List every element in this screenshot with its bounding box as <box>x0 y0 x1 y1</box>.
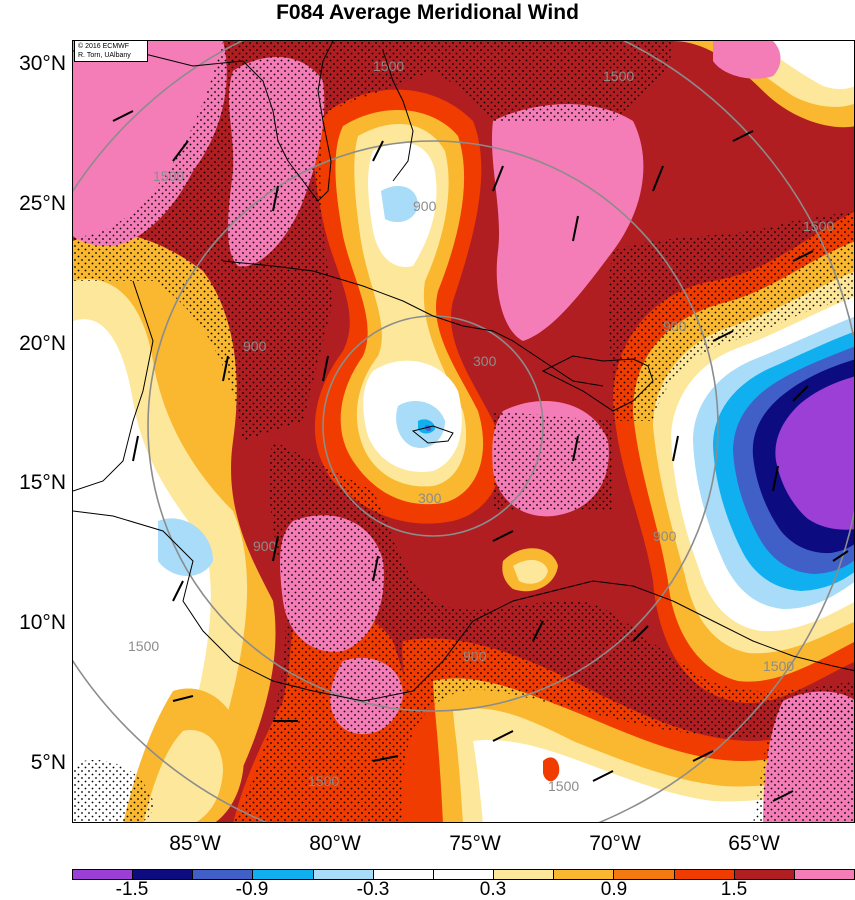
ring-label-900c: 900 <box>243 338 267 354</box>
lon-label-75w: 75°W <box>449 832 501 855</box>
colorbar-tick-0-9: 0.9 <box>600 879 628 900</box>
coastlines <box>73 41 854 702</box>
ring-label-900e: 900 <box>253 538 277 554</box>
lon-label-80w: 80°W <box>309 832 361 855</box>
ring-label-900f: 900 <box>463 648 487 664</box>
wind-barbs <box>112 110 849 802</box>
map-canvas: 300 300 900 900 900 900 900 900 1500 150… <box>73 41 854 822</box>
ring-label-900d: 900 <box>653 528 677 544</box>
colorbar-tick-neg0-9: -0.9 <box>235 879 269 900</box>
lat-label-25n: 25°N <box>19 192 66 215</box>
ring-label-1500c: 1500 <box>803 218 834 234</box>
ring-label-900b: 900 <box>663 318 687 334</box>
ring-label-1500a: 1500 <box>373 58 404 74</box>
colorbar-swatch-9 <box>614 870 675 879</box>
jamaica-coast <box>411 425 454 444</box>
ring-label-1500b: 1500 <box>603 68 634 84</box>
colorbar-swatch-0 <box>73 870 134 879</box>
colorbar-swatch-12 <box>794 870 855 879</box>
venezuela-coast <box>672 600 854 672</box>
colorbar-swatch-7 <box>494 870 555 879</box>
colorbar-tick-neg0-3: -0.3 <box>356 879 390 900</box>
central-america-coast <box>73 510 674 702</box>
map-title: F084 Average Meridional Wind <box>276 1 579 24</box>
lat-label-10n: 10°N <box>19 611 66 634</box>
copyright-line2: R. Torn, UAlbany <box>78 52 131 59</box>
colorbar-tick-1-5: 1.5 <box>720 879 748 900</box>
ring-label-900a: 900 <box>413 198 437 214</box>
ring-label-1500g: 1500 <box>308 773 339 789</box>
map-panel: 300 300 900 900 900 900 900 900 1500 150… <box>72 40 855 823</box>
colorbar-swatch-2 <box>193 870 254 879</box>
lat-label-15n: 15°N <box>19 471 66 494</box>
range-ring-900 <box>147 140 719 712</box>
colorbar-swatch-3 <box>253 870 314 879</box>
ring-label-1500f: 1500 <box>763 658 794 674</box>
colorbar-swatch-11 <box>734 870 795 879</box>
colorbar-swatch-10 <box>674 870 735 879</box>
ring-label-1500e: 1500 <box>128 638 159 654</box>
stipple-overlay <box>73 41 854 822</box>
lon-label-65w: 65°W <box>728 832 780 855</box>
colorbar-swatch-1 <box>133 870 194 879</box>
colorbar-swatch-6 <box>433 870 495 879</box>
colorbar-swatch-8 <box>554 870 615 879</box>
yucatan-coast <box>73 280 154 492</box>
cuba-coast <box>222 260 604 387</box>
ring-label-1500h: 1500 <box>548 778 579 794</box>
ring-label-300b: 300 <box>418 490 442 506</box>
colorbar-tick-neg1-5: -1.5 <box>115 879 149 900</box>
colorbar <box>72 869 855 880</box>
bahamas-coast <box>382 50 414 182</box>
lat-label-5n: 5°N <box>30 751 66 774</box>
hispaniola-coast <box>541 355 654 412</box>
lat-label-20n: 20°N <box>19 332 66 355</box>
ring-label-1500d: 1500 <box>153 168 184 184</box>
colorbar-swatch-4 <box>313 870 374 879</box>
florida-coast <box>242 41 334 202</box>
ring-label-300a: 300 <box>473 353 497 369</box>
colorbar-swatch-5 <box>373 870 434 879</box>
range-ring-labels: 300 300 900 900 900 900 900 900 1500 150… <box>128 58 834 794</box>
lon-label-70w: 70°W <box>589 832 641 855</box>
copyright-line1: © 2016 ECMWF <box>78 43 130 50</box>
copyright-box: © 2016 ECMWF R. Torn, UAlbany <box>74 40 148 62</box>
lat-label-30n: 30°N <box>19 52 66 75</box>
lon-label-85w: 85°W <box>169 832 221 855</box>
colorbar-tick-0-3: 0.3 <box>479 879 507 900</box>
